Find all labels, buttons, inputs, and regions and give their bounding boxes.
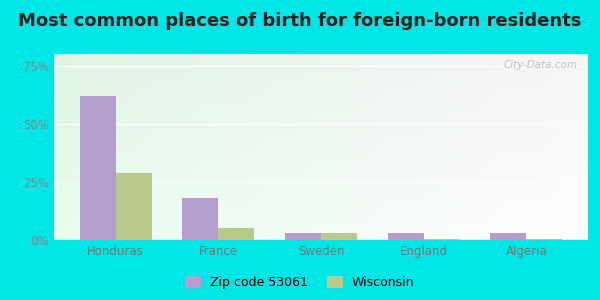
Legend: Zip code 53061, Wisconsin: Zip code 53061, Wisconsin xyxy=(181,271,419,294)
Text: Most common places of birth for foreign-born residents: Most common places of birth for foreign-… xyxy=(19,12,581,30)
Bar xyxy=(218,228,254,240)
Bar xyxy=(526,239,562,240)
Bar xyxy=(285,233,321,240)
Bar xyxy=(424,239,460,240)
Bar xyxy=(182,198,218,240)
Bar xyxy=(321,233,357,240)
Bar xyxy=(116,172,152,240)
Bar xyxy=(490,233,526,240)
Bar xyxy=(80,96,116,240)
Bar xyxy=(388,233,424,240)
Text: City-Data.com: City-Data.com xyxy=(503,60,577,70)
